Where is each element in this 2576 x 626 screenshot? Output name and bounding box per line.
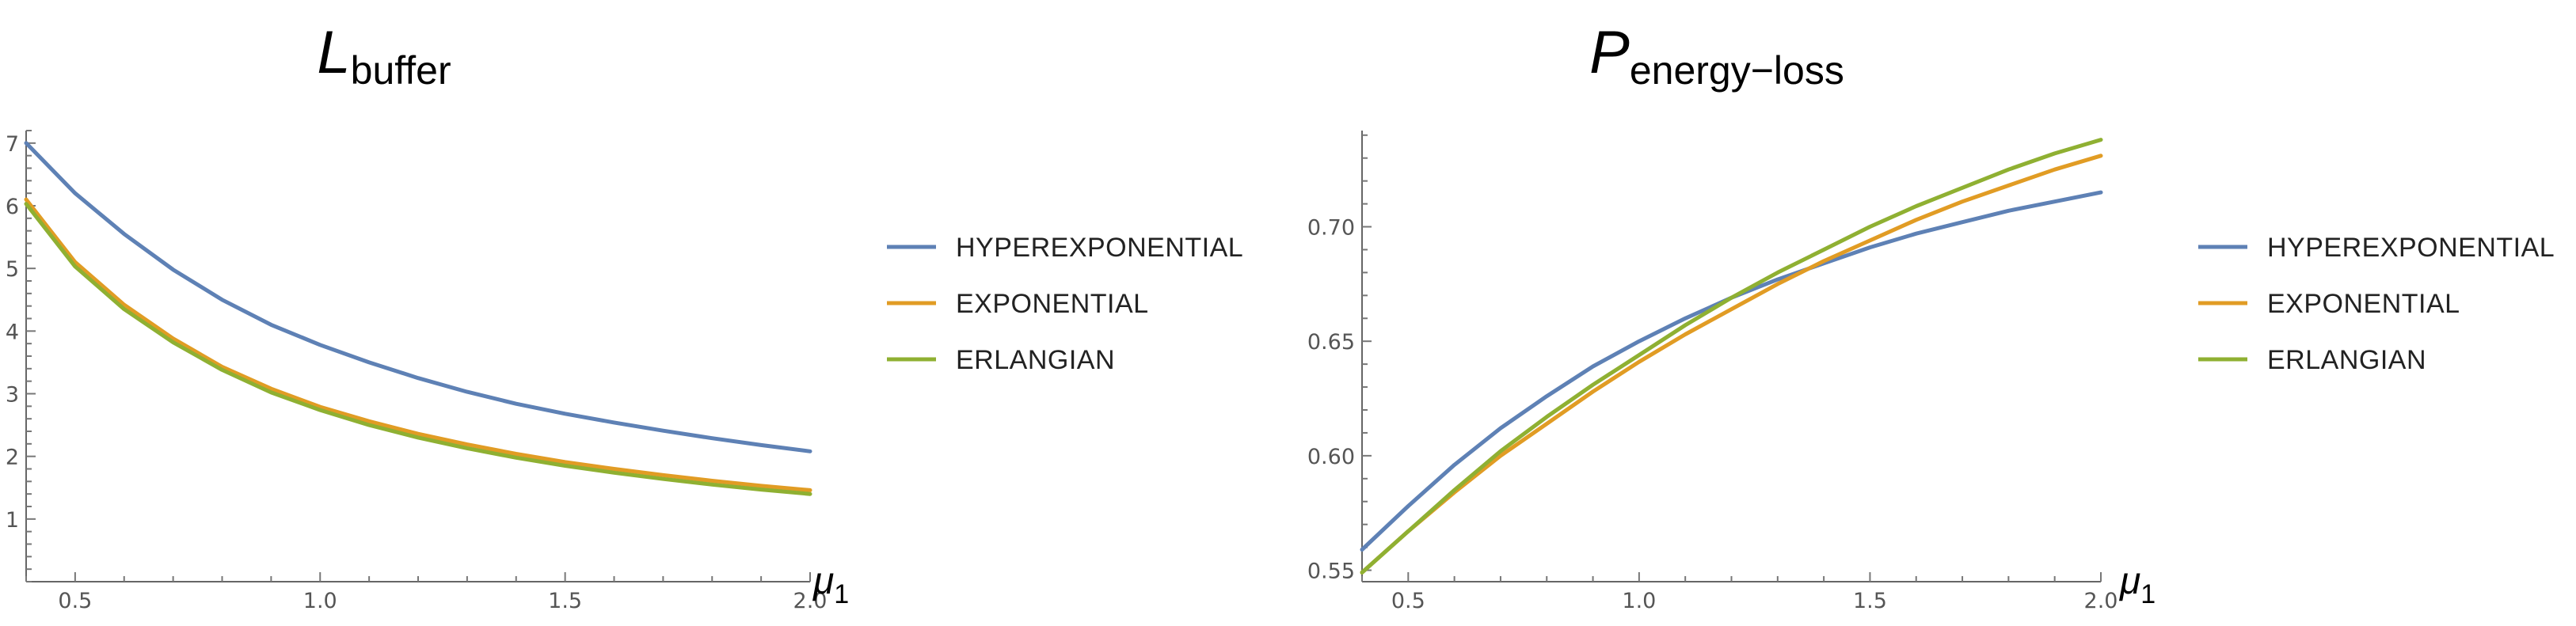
- y-tick-label: 7: [6, 132, 19, 157]
- legend-label: EXPONENTIAL: [2267, 289, 2460, 319]
- x-tick-label: 1.0: [1622, 589, 1656, 613]
- y-tick-label: 6: [6, 195, 19, 219]
- series-line-exponential: [24, 197, 812, 492]
- series-line-exponential: [1360, 154, 2103, 575]
- chart-title: Lbuffer: [317, 19, 451, 93]
- y-tick-label: 4: [6, 320, 19, 344]
- y-tick-label: 0.65: [1307, 330, 1355, 355]
- chart-p-energy-loss: Penergy−loss 0.5 1.0 1.5 2.0 0.55 0.60 0.65 0.7…: [1307, 19, 2555, 613]
- series-line-hyperexponential: [24, 141, 812, 453]
- x-axis-label: μ1: [812, 560, 849, 609]
- plot-area: 0.5 1.0 1.5 2.0 1 2 3 4 5 6 7: [6, 130, 828, 613]
- legend-label: ERLANGIAN: [956, 345, 1115, 375]
- x-axis-label-sub: 1: [2140, 579, 2156, 609]
- chart-title: Penergy−loss: [1589, 19, 1844, 93]
- x-tick-label: 2.0: [2084, 589, 2118, 613]
- y-tick-label: 0.60: [1307, 445, 1355, 469]
- legend-item-erlangian: ERLANGIAN: [887, 345, 1115, 375]
- y-tick-label: 0.55: [1307, 560, 1355, 584]
- legend-label: HYPEREXPONENTIAL: [2267, 233, 2555, 263]
- y-tick-label: 0.70: [1307, 216, 1355, 241]
- legend-item-erlangian: ERLANGIAN: [2198, 345, 2426, 375]
- x-tick-label: 1.5: [1853, 589, 1887, 613]
- series-line-hyperexponential: [1360, 190, 2103, 552]
- legend-label: HYPEREXPONENTIAL: [956, 233, 1243, 263]
- y-tick-label: 3: [6, 383, 19, 408]
- x-tick-label: 0.5: [1391, 589, 1425, 613]
- legend-label: ERLANGIAN: [2267, 345, 2426, 375]
- x-axis-label-sub: 1: [834, 579, 849, 609]
- legend-item-exponential: EXPONENTIAL: [887, 289, 1149, 319]
- title-subscript: buffer: [351, 48, 451, 93]
- legend: HYPEREXPONENTIAL EXPONENTIAL ERLANGIAN: [887, 233, 1243, 375]
- legend-item-hyperexponential: HYPEREXPONENTIAL: [2198, 233, 2555, 263]
- y-tick-label: 1: [6, 508, 19, 533]
- title-main: P: [1589, 19, 1630, 86]
- x-tick-label: 1.5: [548, 589, 582, 613]
- series-line-erlangian: [24, 202, 812, 496]
- legend: HYPEREXPONENTIAL EXPONENTIAL ERLANGIAN: [2198, 233, 2555, 375]
- x-tick-label: 2.0: [793, 589, 828, 613]
- legend-label: EXPONENTIAL: [956, 289, 1149, 319]
- x-axis-label-main: μ: [2118, 560, 2140, 602]
- x-tick-label: 1.0: [303, 589, 337, 613]
- title-subscript: energy−loss: [1630, 48, 1844, 93]
- x-axis-label-main: μ: [812, 560, 834, 602]
- plot-area: 0.5 1.0 1.5 2.0 0.55 0.60 0.65 0.70: [1307, 131, 2118, 613]
- legend-item-hyperexponential: HYPEREXPONENTIAL: [887, 233, 1243, 263]
- x-tick-label: 0.5: [58, 589, 92, 613]
- legend-item-exponential: EXPONENTIAL: [2198, 289, 2460, 319]
- x-axis-label: μ1: [2118, 560, 2156, 609]
- y-tick-label: 2: [6, 446, 19, 470]
- y-tick-label: 5: [6, 257, 19, 282]
- series-line-erlangian: [1360, 138, 2103, 575]
- title-main: L: [317, 19, 350, 86]
